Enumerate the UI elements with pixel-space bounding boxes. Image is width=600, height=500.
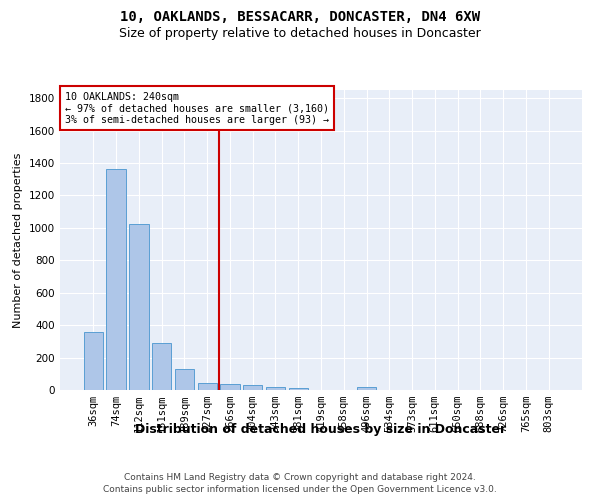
Bar	[152, 343, 172, 390]
Bar	[84, 332, 103, 390]
Bar	[289, 388, 308, 390]
Bar	[175, 369, 194, 390]
Y-axis label: Number of detached properties: Number of detached properties	[13, 152, 23, 328]
Bar	[243, 385, 262, 390]
Bar	[220, 384, 239, 390]
Text: 10 OAKLANDS: 240sqm
← 97% of detached houses are smaller (3,160)
3% of semi-deta: 10 OAKLANDS: 240sqm ← 97% of detached ho…	[65, 92, 329, 124]
Text: Contains public sector information licensed under the Open Government Licence v3: Contains public sector information licen…	[103, 485, 497, 494]
Bar	[266, 387, 285, 390]
Bar	[129, 224, 149, 390]
Text: Size of property relative to detached houses in Doncaster: Size of property relative to detached ho…	[119, 28, 481, 40]
Bar	[357, 387, 376, 390]
Text: Contains HM Land Registry data © Crown copyright and database right 2024.: Contains HM Land Registry data © Crown c…	[124, 472, 476, 482]
Bar	[197, 383, 217, 390]
Bar	[106, 168, 126, 390]
Text: 10, OAKLANDS, BESSACARR, DONCASTER, DN4 6XW: 10, OAKLANDS, BESSACARR, DONCASTER, DN4 …	[120, 10, 480, 24]
Text: Distribution of detached houses by size in Doncaster: Distribution of detached houses by size …	[136, 422, 506, 436]
